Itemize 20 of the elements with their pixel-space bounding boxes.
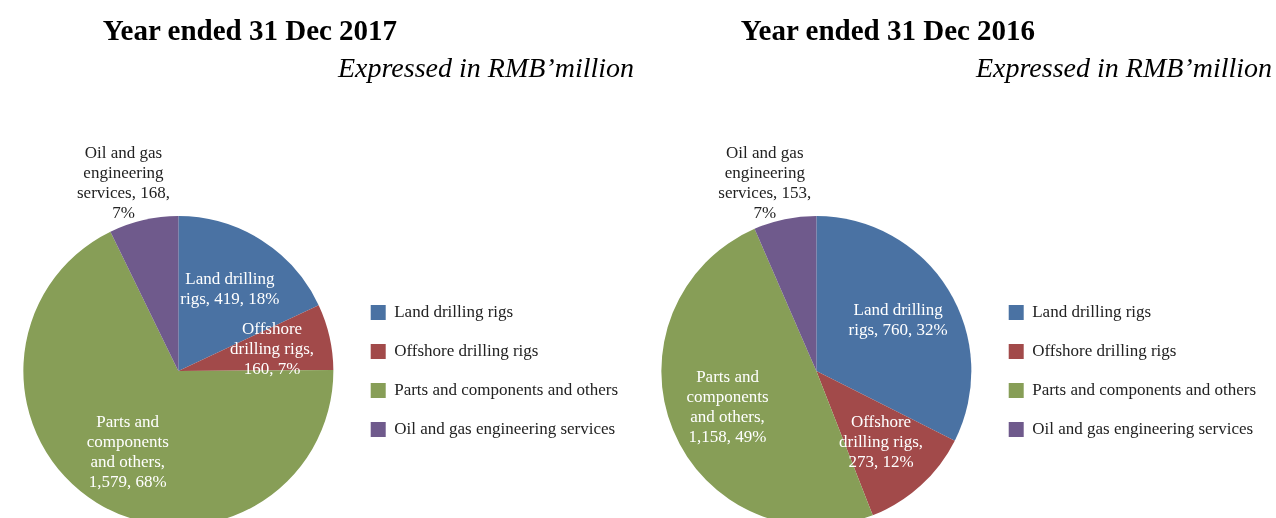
legend-label: Offshore drilling rigs [394,340,539,360]
data-label: Offshore drilling rigs, 160, 7% [230,319,315,379]
legend-label: Oil and gas engineering services [1032,418,1254,438]
chart-title: Year ended 31 Dec 2016 [739,14,1037,47]
data-label: Land drilling rigs, 419, 18% [180,269,280,309]
legend-label: Oil and gas engineering services [394,418,616,438]
legend-label: Parts and components and others [394,379,619,399]
data-label: Oil and gas engineering services, 168, 7% [76,143,170,223]
legend-label: Land drilling rigs [1032,301,1152,321]
data-label: Parts and components and others, 1,579, 68% [86,412,169,492]
data-label: Parts and components and others, 1,158, 49% [686,367,769,447]
data-label: Land drilling rigs, 760, 32% [848,300,948,340]
data-label: Offshore drilling rigs, 273, 12% [839,411,924,471]
legend-label: Land drilling rigs [394,301,514,321]
chart-title: Year ended 31 Dec 2017 [101,14,399,47]
legend-label: Parts and components and others [1032,379,1257,399]
chart-subtitle: Expressed in RMB’million [975,52,1272,84]
chart-subtitle: Expressed in RMB’million [337,52,634,84]
legend-label: Offshore drilling rigs [1032,340,1177,360]
data-label: Oil and gas engineering services, 153, 7% [718,142,812,222]
